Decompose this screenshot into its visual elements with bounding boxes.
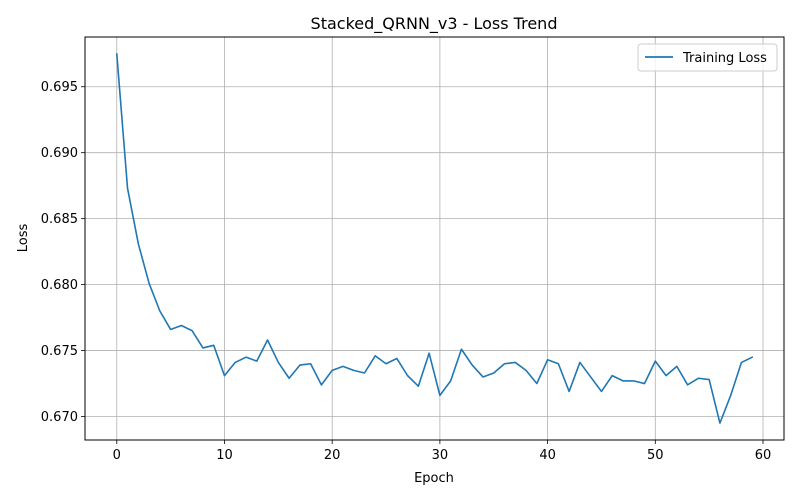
y-tick-label: 0.680 [41,278,78,293]
x-tick-label: 50 [647,448,664,463]
y-tick-label: 0.675 [41,344,78,359]
series-line-training-loss [115,52,754,424]
x-axis-label: Epoch [414,471,454,486]
y-tick-label: 0.695 [41,80,78,95]
legend: Training Loss [637,43,778,72]
legend-label-training-loss: Training Loss [682,51,767,66]
x-tick-label: 10 [216,448,233,463]
y-tick-label: 0.670 [41,410,78,425]
series-layer [115,52,754,424]
legend-box [637,43,778,72]
plot-frame [84,36,785,441]
chart-title: Stacked_QRNN_v3 - Loss Trend [311,14,558,34]
grid [85,37,784,440]
x-tick-label: 0 [113,448,121,463]
y-axis: 0.670 0.675 0.680 0.685 0.690 0.695 [41,80,85,425]
x-axis: 0 10 20 30 40 50 60 [113,440,772,463]
x-tick-label: 20 [324,448,341,463]
x-tick-label: 30 [432,448,449,463]
y-tick-label: 0.685 [41,212,78,227]
y-tick-label: 0.690 [41,146,78,161]
x-tick-label: 40 [539,448,556,463]
x-tick-label: 60 [755,448,772,463]
y-axis-label: Loss [16,224,31,253]
